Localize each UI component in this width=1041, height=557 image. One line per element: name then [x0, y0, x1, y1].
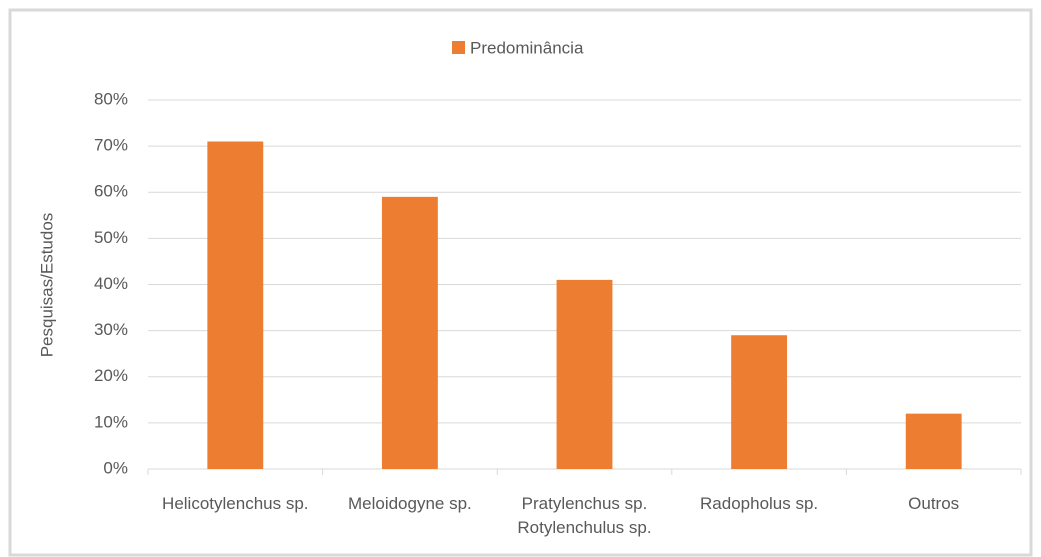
x-tick-label: Outros — [908, 494, 960, 513]
bar — [905, 413, 962, 469]
y-tick-label: 50% — [94, 228, 128, 247]
bar — [381, 196, 438, 470]
legend-swatch — [452, 41, 465, 54]
bar — [207, 141, 264, 469]
bar — [731, 335, 788, 469]
y-tick-label: 80% — [94, 89, 128, 108]
x-tick-label: Radopholus sp. — [700, 494, 819, 513]
legend-label: Predominância — [470, 38, 584, 57]
bar — [556, 279, 613, 469]
y-tick-label: 20% — [94, 366, 128, 385]
y-tick-label: 0% — [103, 458, 128, 477]
x-tick-label: Meloidogyne sp. — [347, 494, 472, 513]
y-axis-label: Pesquisas/Estudos — [37, 213, 56, 358]
y-tick-label: 30% — [94, 320, 128, 339]
y-tick-label: 60% — [94, 182, 128, 201]
y-tick-label: 70% — [94, 136, 128, 155]
y-tick-label: 10% — [94, 412, 128, 431]
x-tick-label: Helicotylenchus sp. — [162, 494, 309, 513]
x-tick-label: Pratylenchus sp. Rotylenchulus sp. — [517, 494, 652, 537]
chart-border — [8, 8, 1033, 557]
y-tick-label: 40% — [94, 274, 128, 293]
